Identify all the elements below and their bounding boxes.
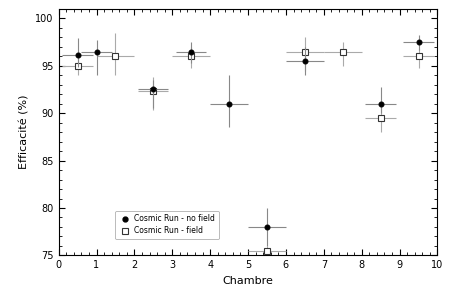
Cosmic Run - no field: [378, 102, 383, 105]
Cosmic Run - no field: [189, 50, 194, 53]
Cosmic Run - field: [75, 64, 80, 68]
Y-axis label: Efficacité (%): Efficacité (%): [20, 95, 30, 169]
Cosmic Run - field: [340, 50, 345, 53]
Cosmic Run - field: [378, 116, 383, 120]
Cosmic Run - no field: [75, 53, 80, 57]
Cosmic Run - field: [264, 249, 270, 252]
Cosmic Run - field: [113, 55, 118, 58]
Cosmic Run - no field: [302, 59, 308, 63]
Cosmic Run - no field: [94, 50, 99, 53]
Cosmic Run - no field: [264, 225, 270, 229]
Cosmic Run - no field: [151, 88, 156, 91]
Cosmic Run - field: [189, 55, 194, 58]
Cosmic Run - field: [151, 90, 156, 93]
Cosmic Run - no field: [226, 102, 232, 105]
Cosmic Run - field: [416, 55, 421, 58]
Cosmic Run - field: [302, 50, 308, 53]
Line: Cosmic Run - field: Cosmic Run - field: [74, 48, 422, 254]
Cosmic Run - no field: [416, 40, 421, 44]
X-axis label: Chambre: Chambre: [223, 276, 273, 286]
Legend: Cosmic Run - no field, Cosmic Run - field: Cosmic Run - no field, Cosmic Run - fiel…: [115, 211, 219, 239]
Line: Cosmic Run - no field: Cosmic Run - no field: [75, 40, 421, 229]
